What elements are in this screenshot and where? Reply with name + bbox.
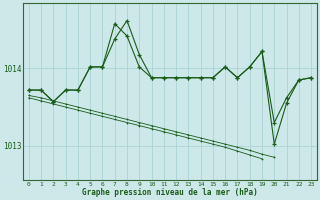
X-axis label: Graphe pression niveau de la mer (hPa): Graphe pression niveau de la mer (hPa): [82, 188, 258, 197]
